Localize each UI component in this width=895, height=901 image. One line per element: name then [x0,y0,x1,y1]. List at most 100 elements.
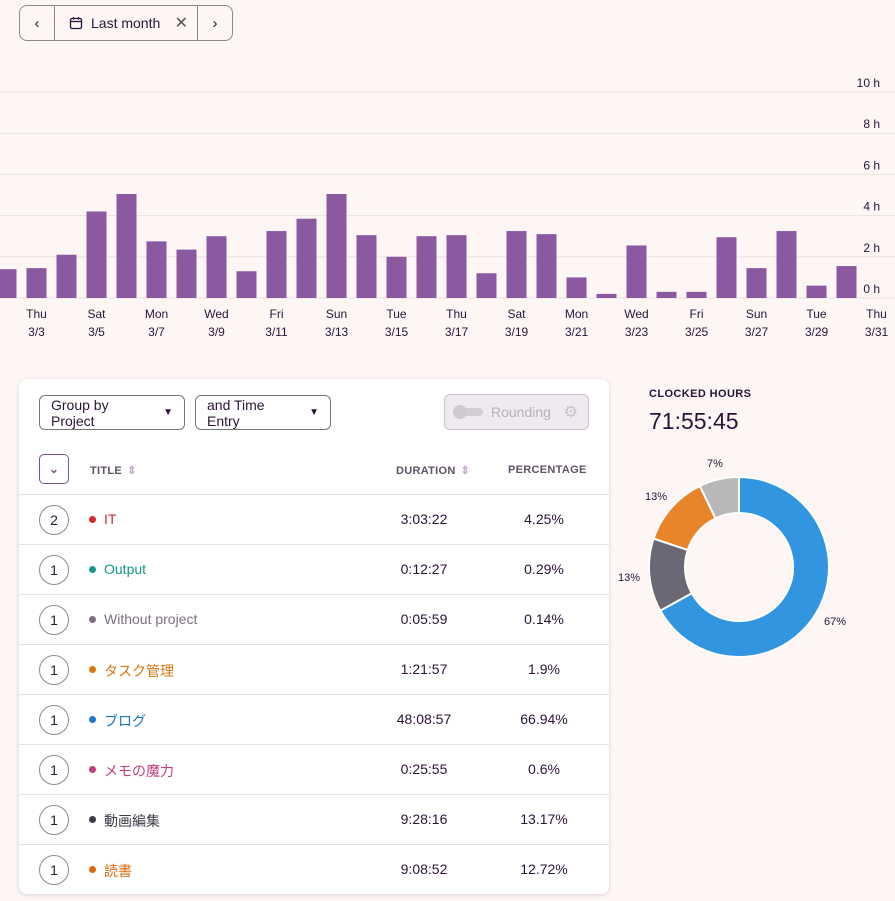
percentage-value: 4.25% [524,511,564,527]
chevron-left-icon: ‹ [34,14,40,32]
bar[interactable] [476,273,497,298]
bar[interactable] [206,236,227,298]
x-tick-day: Sun [326,307,347,321]
bar[interactable] [236,271,257,298]
x-tick-day: Thu [26,307,47,321]
project-color-dot [89,716,96,723]
duration-value: 0:12:27 [400,561,448,577]
percentage-value: 12.72% [520,861,568,877]
table-row[interactable]: 1 Output 0:12:27 0.29% [19,545,609,595]
table-row[interactable]: 1 Without project 0:05:59 0.14% [19,595,609,645]
table-row[interactable]: 1 メモの魔力 0:25:55 0.6% [19,745,609,795]
column-duration-label: DURATION [396,465,456,477]
then-by-label: and Time Entry [207,396,265,429]
bar[interactable] [416,236,437,298]
bar[interactable] [566,277,587,298]
duration-value: 9:08:52 [400,861,448,877]
x-tick-date: 3/7 [148,325,165,339]
group-by-select[interactable]: Group by Project ▼ [39,395,185,430]
then-by-select[interactable]: and Time Entry ▼ [195,395,331,430]
entry-count-button[interactable]: 1 [39,555,69,585]
table-row[interactable]: 1 読書 9:08:52 12.72% [19,845,609,894]
bar[interactable] [146,241,167,298]
x-tick-date: 3/11 [265,325,288,339]
close-icon[interactable]: ✕ [174,15,188,32]
percentage-value: 1.9% [528,661,560,677]
bar[interactable] [506,231,527,298]
bar[interactable] [116,193,137,298]
table-row[interactable]: 1 タスク管理 1:21:57 1.9% [19,645,609,695]
bar[interactable] [836,266,857,298]
bar[interactable] [326,193,347,298]
project-name: 読書 [104,863,132,879]
gear-icon[interactable]: ⚙ [563,404,578,421]
bar[interactable] [26,268,47,298]
x-tick-date: 3/5 [88,325,105,339]
x-tick-day: Sat [87,307,106,321]
rounding-toggle[interactable]: Rounding ⚙ [444,394,589,430]
bar[interactable] [746,268,767,298]
project-color-dot [89,766,96,773]
previous-period-button[interactable]: ‹ [20,6,55,40]
y-tick-label: 2 h [863,241,880,255]
x-tick-date: 3/15 [385,325,409,339]
bar[interactable] [656,291,677,298]
x-tick-date: 3/21 [565,325,589,339]
bar[interactable] [386,256,407,298]
y-tick-label: 4 h [863,200,880,214]
y-tick-label: 10 h [857,76,880,90]
toggle-switch [453,405,483,419]
entry-count-button[interactable]: 1 [39,755,69,785]
date-range-selector[interactable]: Last month ✕ [55,6,197,40]
bar[interactable] [626,245,647,298]
chevron-down-icon: ▼ [163,407,173,418]
next-period-button[interactable]: › [197,6,232,40]
project-name: IT [104,511,117,527]
chevron-right-icon: › [212,14,218,32]
bar[interactable] [686,291,707,298]
table-row[interactable]: 2 IT 3:03:22 4.25% [19,495,609,545]
project-name: Output [104,561,147,577]
bar[interactable] [776,231,797,298]
donut-slice[interactable] [658,475,830,658]
bar[interactable] [56,254,77,298]
project-color-dot [89,666,96,673]
percentage-value: 0.29% [524,561,564,577]
bar[interactable] [536,234,557,298]
table-row[interactable]: 1 ブログ 48:08:57 66.94% [19,695,609,745]
y-tick-label: 6 h [863,158,880,172]
chevron-down-icon: ⌄ [48,462,60,476]
column-header-title[interactable]: TITLE ⇕ [90,464,137,477]
bar[interactable] [266,231,287,298]
table-row[interactable]: 1 動画編集 9:28:16 13.17% [19,795,609,845]
entry-count-button[interactable]: 1 [39,705,69,735]
entry-count-button[interactable]: 1 [39,855,69,885]
project-color-dot [89,616,96,623]
bar[interactable] [86,211,107,298]
bar[interactable] [446,235,467,298]
entry-count-button[interactable]: 1 [39,805,69,835]
bar[interactable] [296,218,317,298]
report-table-card: Group by Project ▼ and Time Entry ▼ Roun… [19,379,609,894]
entry-count-button[interactable]: 1 [39,605,69,635]
entry-count-button[interactable]: 1 [39,655,69,685]
x-tick-day: Mon [145,307,168,321]
duration-value: 0:05:59 [400,611,448,627]
bar[interactable] [806,285,827,298]
bar[interactable] [176,249,197,298]
date-range-picker: ‹ Last month ✕ › [19,5,233,41]
entry-count-button[interactable]: 2 [39,505,69,535]
column-header-duration[interactable]: DURATION ⇕ [396,464,470,477]
bar[interactable] [356,235,377,298]
donut-slice[interactable] [698,475,740,520]
bar[interactable] [596,293,617,298]
bar[interactable] [0,269,17,298]
date-range-label: Last month [91,15,161,31]
expand-all-button[interactable]: ⌄ [39,454,69,484]
bar[interactable] [716,237,737,298]
daily-hours-bar-chart: 0 h 2 h 4 h 6 h 8 h 10 h Thu 3/3 Sat 3/5 Mon 3/7 Wed… [0,76,895,339]
x-tick-day: Thu [446,307,467,321]
project-color-dot [89,866,96,873]
project-name: Without project [104,611,198,627]
x-tick-day: Sun [746,307,767,321]
